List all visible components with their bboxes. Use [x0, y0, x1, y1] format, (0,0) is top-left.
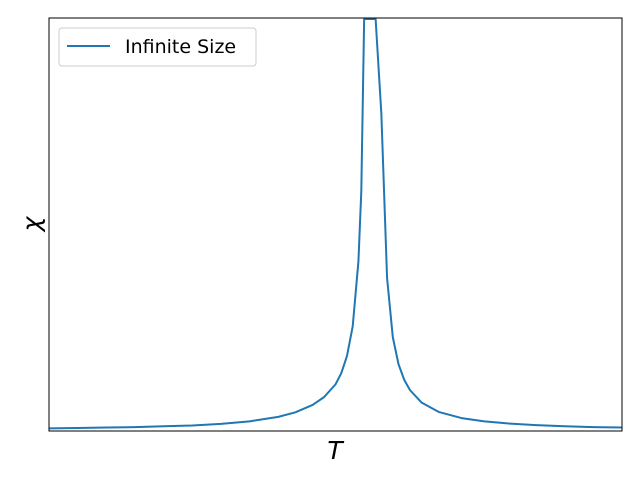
x-axis-label: T — [327, 436, 344, 465]
legend-box — [58, 27, 257, 67]
plot-frame — [48, 17, 623, 432]
legend: Infinite Size — [58, 27, 257, 67]
legend-label: Infinite Size — [125, 36, 236, 58]
series-line-0 — [49, 18, 622, 430]
series-layer — [49, 18, 622, 430]
y-axis-label: χ — [17, 215, 46, 233]
